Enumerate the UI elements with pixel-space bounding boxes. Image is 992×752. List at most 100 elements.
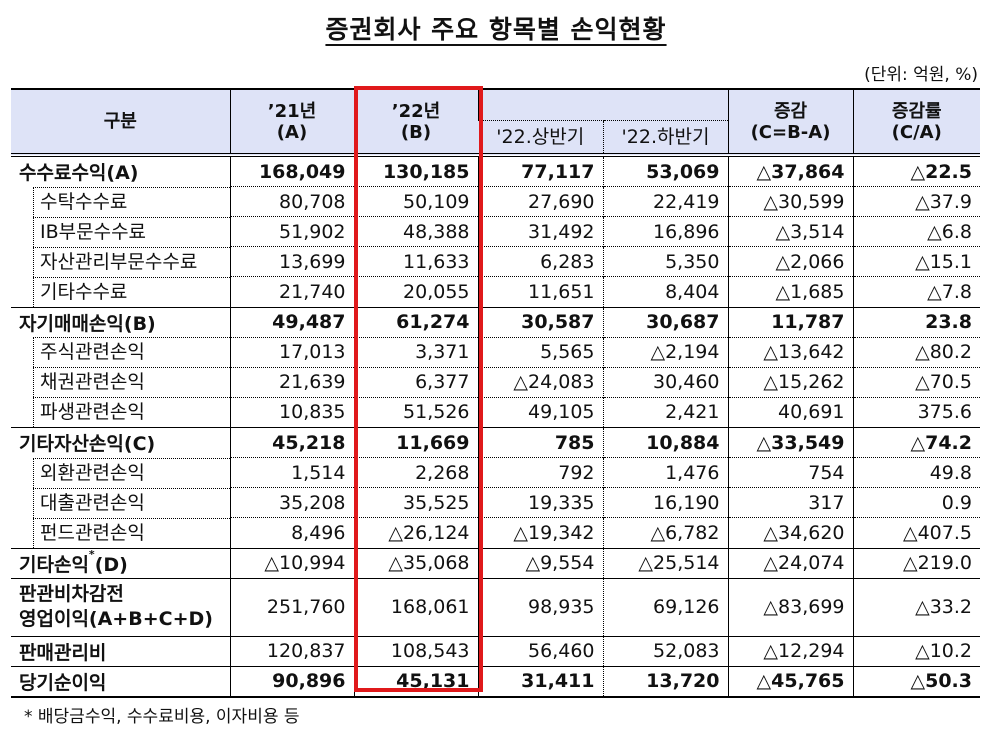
decrease-marker: △ — [513, 371, 529, 393]
value-2021: 49,487 — [229, 306, 354, 337]
value-rate: 49.8 — [852, 457, 980, 488]
value-rate: △33.2 — [852, 577, 980, 636]
value-first-half: 6,283 — [477, 246, 603, 277]
value-2022: 48,388 — [353, 216, 478, 247]
value-change: △13,642 — [727, 336, 853, 367]
value-rate: 23.8 — [852, 306, 980, 337]
value-change: △1,685 — [727, 276, 853, 307]
row-label: 외환관련손익 — [11, 457, 230, 488]
value-2022: 3,371 — [353, 336, 478, 367]
table-row: 기타자산손익(C) 45,218 11,669 785 10,884 △33,549 △74… — [11, 427, 980, 458]
decrease-marker: △ — [763, 371, 779, 393]
value-first-half: 785 — [477, 427, 603, 458]
decrease-marker: △ — [763, 596, 779, 618]
value-change: △15,262 — [727, 366, 853, 397]
value-rate: △407.5 — [852, 517, 980, 548]
header-halves-group — [477, 88, 728, 121]
decrease-marker: △ — [915, 190, 930, 213]
value-first-half: △19,342 — [477, 517, 603, 548]
row-label: 대출관련손익 — [11, 487, 230, 518]
decrease-marker: △ — [915, 250, 930, 273]
table-row: 채권관련손익 21,639 6,377 △24,083 30,460 △15,262 △70… — [11, 366, 980, 397]
decrease-marker: △ — [915, 341, 930, 363]
decrease-marker: △ — [756, 160, 772, 183]
value-change: △34,620 — [727, 517, 853, 548]
decrease-marker: △ — [927, 220, 942, 243]
value-change: 11,787 — [727, 306, 853, 337]
value-second-half: 53,069 — [602, 154, 728, 187]
decrease-marker: △ — [910, 160, 926, 183]
value-first-half: 77,117 — [477, 154, 603, 187]
value-2021: 120,837 — [229, 635, 354, 666]
value-first-half: 27,690 — [477, 186, 603, 217]
decrease-marker: △ — [513, 521, 529, 544]
value-2021: 1,514 — [229, 457, 354, 488]
value-rate: 0.9 — [852, 487, 980, 518]
value-2022: 11,669 — [353, 427, 478, 458]
decrease-marker: △ — [650, 521, 666, 544]
value-change: △33,549 — [727, 427, 853, 458]
value-2022: 61,274 — [353, 306, 478, 337]
unit-label: (단위: 억원, %) — [864, 65, 978, 85]
value-change: △3,514 — [727, 216, 853, 247]
value-rate: 375.6 — [852, 396, 980, 428]
value-second-half: 22,419 — [602, 186, 728, 217]
decrease-marker: △ — [927, 280, 942, 303]
row-label: 주식관련손익 — [11, 337, 230, 367]
value-second-half: 30,460 — [602, 366, 728, 397]
value-change: 40,691 — [727, 396, 853, 428]
value-2021: 251,760 — [229, 577, 354, 636]
row-label: 판매관리비 — [11, 635, 230, 666]
value-change: △12,294 — [727, 635, 853, 666]
decrease-marker: △ — [763, 552, 779, 574]
value-second-half: 2,421 — [602, 396, 728, 428]
row-label: 파생관련손익 — [11, 397, 230, 428]
value-change: 754 — [727, 457, 853, 488]
title-text: 증권회사 주요 항목별 손익현황 — [325, 15, 667, 44]
value-second-half: 16,190 — [602, 487, 728, 518]
value-rate: △22.5 — [852, 154, 980, 187]
decrease-marker: △ — [910, 431, 926, 454]
value-2021: 13,699 — [229, 246, 354, 277]
value-rate: △7.8 — [852, 276, 980, 307]
decrease-marker: △ — [756, 431, 772, 454]
value-rate: △74.2 — [852, 427, 980, 458]
value-2021: 8,496 — [229, 517, 354, 548]
decrease-marker: △ — [915, 371, 930, 393]
value-2021: 80,708 — [229, 186, 354, 217]
decrease-marker: △ — [756, 670, 772, 692]
row-label: 채권관련손익 — [11, 367, 230, 397]
header-2021: ’21년 (A) — [229, 88, 354, 157]
value-2022: 2,268 — [353, 457, 478, 488]
value-2022: 6,377 — [353, 366, 478, 397]
value-2022: 51,526 — [353, 396, 478, 428]
table-row: 판매관리비 120,837 108,543 56,460 52,083 △12,294 △1… — [11, 635, 980, 666]
value-first-half: 11,651 — [477, 276, 603, 307]
value-change: △2,066 — [727, 246, 853, 277]
decrease-marker: △ — [763, 640, 779, 662]
table-row: 자산관리부문수수료 13,699 11,633 6,283 5,350 △2,066 △15… — [11, 246, 980, 277]
decrease-marker: △ — [775, 250, 791, 273]
value-change: △45,765 — [727, 665, 853, 698]
header-first-half: '22.상반기 — [478, 120, 603, 157]
value-rate: △70.5 — [852, 366, 980, 397]
table-row: 당기순이익 90,896 45,131 31,411 13,720 △45,765 △50.… — [11, 665, 980, 698]
decrease-marker: △ — [650, 341, 666, 363]
footnote: * 배당금수익, 수수료비용, 이자비용 등 — [24, 707, 300, 727]
value-2021: 21,639 — [229, 366, 354, 397]
row-label: 자산관리부문수수료 — [11, 246, 230, 277]
value-2022: 20,055 — [353, 276, 478, 307]
page-title: 증권회사 주요 항목별 손익현황 — [0, 10, 992, 46]
value-rate: △80.2 — [852, 336, 980, 367]
value-2022: 11,633 — [353, 246, 478, 277]
row-label: 당기순이익 — [11, 665, 230, 698]
decrease-marker: △ — [264, 552, 280, 574]
row-label: 기타수수료 — [11, 276, 230, 308]
header-change: 증감 (C=B-A) — [727, 88, 853, 157]
value-first-half: 31,411 — [477, 665, 603, 698]
row-label: 펀드관련손익 — [11, 517, 230, 549]
value-2021: △10,994 — [229, 547, 354, 578]
value-rate: △10.2 — [852, 635, 980, 666]
decrease-marker: △ — [763, 521, 779, 544]
value-second-half: △2,194 — [602, 336, 728, 367]
